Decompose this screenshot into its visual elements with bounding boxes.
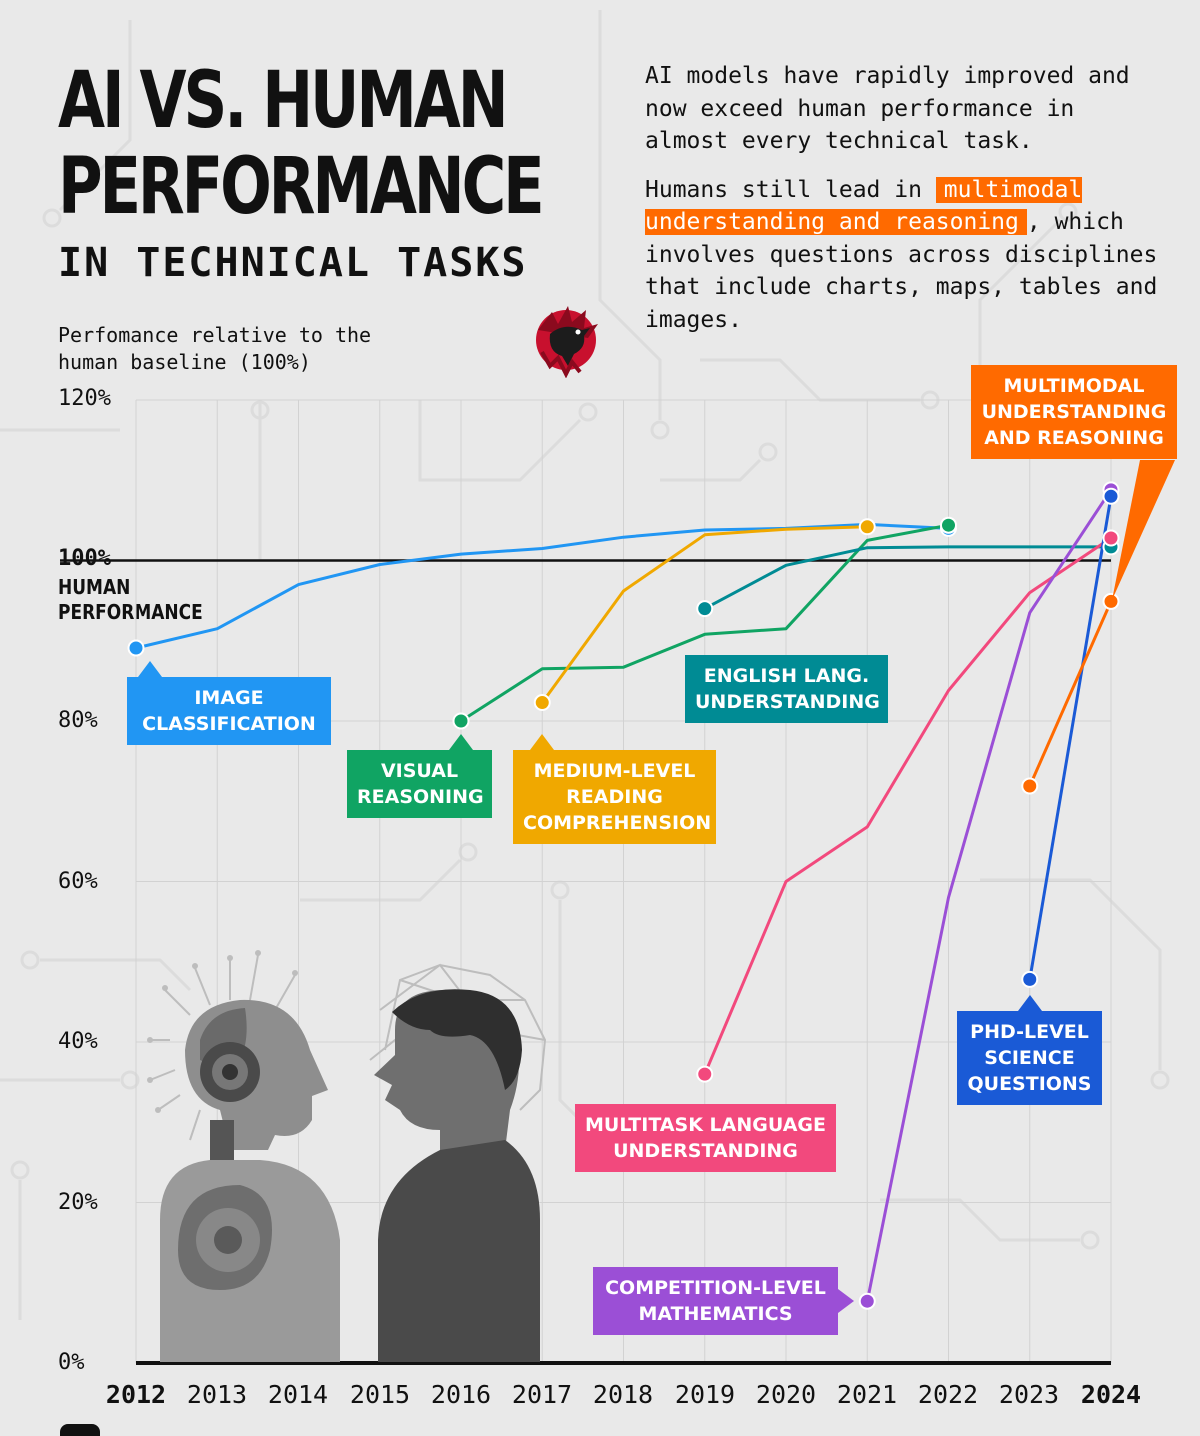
intro-paragraph-1: AI models have rapidly improved and now … [645, 63, 1130, 154]
series-label-pointer-math [838, 1289, 854, 1313]
intro-text: AI models have rapidly improved and now … [645, 60, 1165, 352]
series-label-line: MEDIUM-LEVEL [533, 760, 696, 782]
series-line-multitask [703, 536, 1112, 1075]
series-line-reading [541, 525, 868, 704]
series-label-pointer-reading [530, 734, 554, 750]
raven-logo-icon [536, 306, 598, 378]
series-line-phd [1028, 496, 1113, 980]
series-label-pointer-visual [449, 734, 473, 750]
series-label-line: PHD-LEVEL [970, 1021, 1089, 1043]
series-dot-english-start [696, 600, 714, 618]
y-tick-120: 120% [58, 386, 111, 411]
series-label-pointer-image [138, 661, 162, 677]
series-label-reading: MEDIUM-LEVEL READING COMPREHENSION [513, 750, 716, 844]
page-subtitle: IN TECHNICAL TASKS [58, 240, 528, 286]
baseline-label: HUMAN PERFORMANCE [58, 575, 203, 624]
series-dot-multimodal-end [1102, 592, 1120, 610]
series-dot-image-start [127, 639, 145, 657]
x-tick-2024: 2024 [1080, 1380, 1142, 1409]
x-tick-2015: 2015 [349, 1380, 411, 1409]
series-dot-multimodal-start [1021, 777, 1039, 795]
series-label-line: VISUAL [380, 760, 459, 782]
series-label-phd: PHD-LEVEL SCIENCE QUESTIONS [957, 1011, 1102, 1105]
x-tick-2020: 2020 [755, 1380, 817, 1409]
robot-human-illustration [147, 950, 547, 1362]
x-tick-2018: 2018 [592, 1380, 654, 1409]
x-tick-2021: 2021 [836, 1380, 898, 1409]
series-label-line: UNDERSTANDING [613, 1140, 798, 1162]
x-tick-2013: 2013 [186, 1380, 248, 1409]
series-line-math [865, 489, 1113, 1302]
footer-logo-icon [60, 1424, 100, 1436]
series-label-pointer-phd [1018, 995, 1042, 1011]
series-line-english [704, 545, 1111, 610]
page-title: AI VS. HUMAN PERFORMANCE [58, 56, 545, 232]
series-label-multitask: MULTITASK LANGUAGE UNDERSTANDING [575, 1104, 836, 1172]
series-label-line: READING [566, 786, 663, 808]
series-label-pointer-multimodal [1112, 460, 1175, 600]
series-label-line: QUESTIONS [967, 1073, 1092, 1095]
series-label-line: COMPREHENSION [523, 812, 712, 834]
series-dot-phd-start [1021, 970, 1039, 988]
series-label-line: IMAGE [194, 687, 264, 709]
series-label-line: COMPETITION-LEVEL [605, 1277, 826, 1299]
y-tick-80: 80% [58, 708, 98, 733]
x-tick-2012: 2012 [105, 1380, 167, 1409]
series-dot-math-start [858, 1292, 876, 1310]
series-label-line: AND REASONING [984, 427, 1164, 449]
series-line-multimodal [1028, 600, 1113, 787]
intro-paragraph-2: Humans still lead in multimodal understa… [645, 176, 1158, 333]
x-tick-2014: 2014 [267, 1380, 329, 1409]
series-label-line: UNDERSTANDING [695, 691, 880, 713]
series-dot-reading-start [533, 694, 551, 712]
series-dot-multitask-start [696, 1065, 714, 1083]
series-dot-reading-end [858, 518, 876, 536]
y-tick-20: 20% [58, 1190, 98, 1215]
series-label-line: UNDERSTANDING [981, 401, 1167, 423]
y-tick-0: 0% [58, 1350, 85, 1375]
x-tick-2019: 2019 [674, 1380, 736, 1409]
series-label-line: CLASSIFICATION [142, 713, 316, 735]
series-label-line: REASONING [357, 786, 484, 808]
x-tick-2017: 2017 [511, 1380, 573, 1409]
series-label-math: COMPETITION-LEVEL MATHEMATICS [593, 1267, 838, 1335]
series-label-multimodal: MULTIMODAL UNDERSTANDING AND REASONING [971, 365, 1177, 459]
series-label-visual: VISUAL REASONING [347, 750, 492, 818]
series-label-image: IMAGE CLASSIFICATION [127, 677, 331, 745]
y-tick-40: 40% [58, 1029, 98, 1054]
pointer-shape [1112, 460, 1175, 600]
series-dot-multitask-end [1102, 529, 1120, 547]
series-dot-phd-end [1102, 487, 1120, 505]
series-dot-visual-end [940, 516, 957, 534]
series-label-line: ENGLISH LANG. [703, 665, 870, 687]
series-label-line: MULTIMODAL [1003, 375, 1145, 397]
baseline-value: 100% [58, 546, 111, 571]
series-dot-visual-start [452, 712, 470, 730]
series-label-line: MATHEMATICS [638, 1303, 793, 1325]
x-tick-2022: 2022 [917, 1380, 979, 1409]
x-tick-2023: 2023 [998, 1380, 1060, 1409]
y-axis-title: Perfomance relative to the human baselin… [58, 323, 372, 374]
series-lines [127, 481, 1120, 1310]
series-label-line: MULTITASK LANGUAGE [585, 1114, 826, 1136]
series-label-line: SCIENCE [984, 1047, 1075, 1069]
series-label-english: ENGLISH LANG. UNDERSTANDING [685, 655, 888, 723]
y-tick-60: 60% [58, 869, 98, 894]
series-line-visual [460, 523, 949, 723]
x-tick-2016: 2016 [430, 1380, 492, 1409]
